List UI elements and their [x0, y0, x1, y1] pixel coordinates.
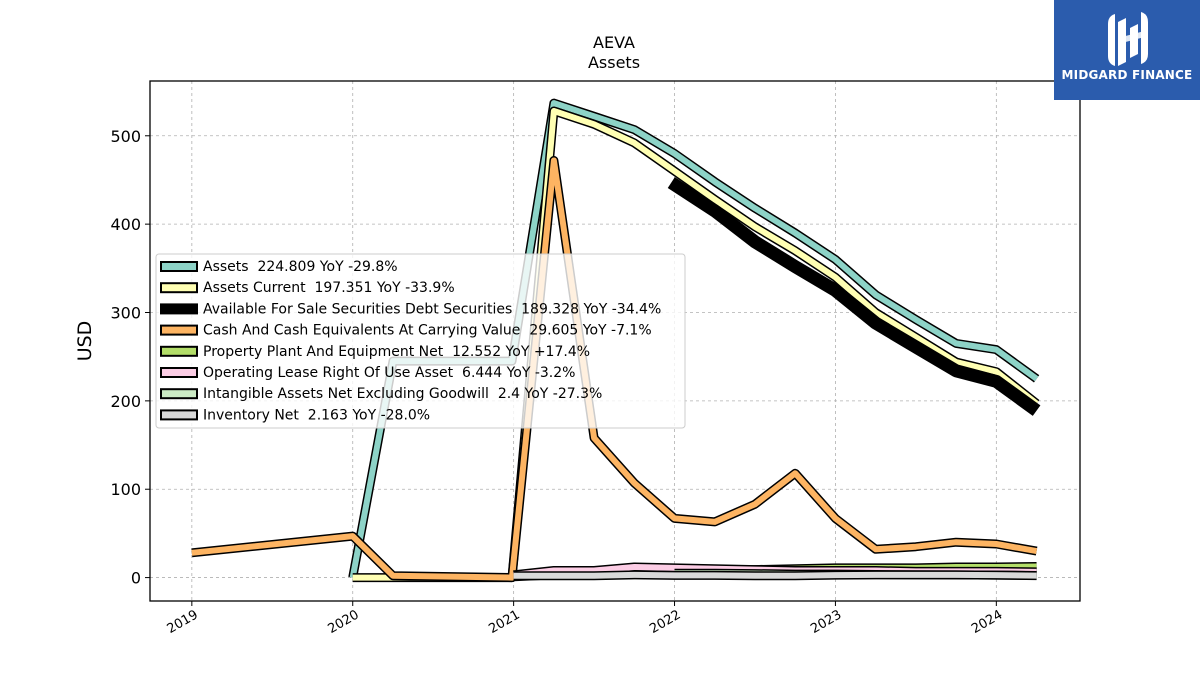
logo-mark-icon — [1108, 12, 1148, 66]
legend: Assets 224.809 YoY -29.8% Assets Current … — [155, 253, 686, 429]
legend-swatch — [160, 261, 198, 272]
x-tick-label: 2022 — [647, 607, 683, 637]
series-line — [349, 100, 1039, 579]
chart-title: AEVA — [593, 33, 635, 52]
y-axis-label: USD — [74, 321, 96, 362]
y-tick-label: 0 — [131, 569, 141, 588]
legend-entry: Assets 224.809 YoY -29.8% — [203, 259, 398, 275]
series-3 — [667, 177, 1041, 416]
legend-entry: Property Plant And Equipment Net 12.552 … — [203, 344, 590, 360]
y-tick-label: 400 — [110, 215, 141, 234]
series-1 — [348, 98, 1040, 579]
y-tick-label: 500 — [110, 127, 141, 146]
legend-swatch — [160, 303, 198, 315]
y-tick-label: 100 — [110, 480, 141, 499]
legend-entry: Inventory Net 2.163 YoY -28.0% — [203, 407, 430, 423]
plot-frame — [149, 80, 1081, 602]
legend-entry: Operating Lease Right Of Use Asset 6.444… — [203, 365, 575, 381]
chart-subtitle: Assets — [588, 53, 640, 72]
series-line — [191, 157, 1038, 581]
legend-entry: Assets Current 197.351 YoY -33.9% — [203, 280, 455, 296]
series-line — [513, 571, 1037, 579]
brand-logo: MIDGARD FINANCE — [1054, 0, 1200, 100]
x-tick-label: 2019 — [165, 607, 201, 637]
logo-text: MIDGARD FINANCE — [1061, 68, 1193, 82]
legend-swatch — [160, 282, 198, 294]
y-tick-label: 200 — [110, 392, 141, 411]
legend-swatch — [160, 345, 198, 357]
legend-swatch — [160, 367, 198, 378]
x-tick-label: 2020 — [326, 607, 362, 637]
legend-entry: Cash And Cash Equivalents At Carrying Va… — [203, 323, 652, 339]
legend-box — [155, 253, 686, 429]
x-tick-label: 2023 — [808, 607, 844, 637]
x-tick-label: 2024 — [969, 607, 1005, 637]
legend-entry: Available For Sale Securities Debt Secur… — [203, 301, 661, 317]
series-8 — [513, 570, 1037, 581]
legend-swatch — [160, 409, 198, 421]
x-tick-label: 2021 — [486, 607, 522, 637]
series-outline — [667, 177, 1041, 416]
legend-swatch — [160, 324, 198, 336]
series-layer — [191, 98, 1041, 583]
legend-entry: Intangible Assets Net Excluding Goodwill… — [203, 386, 602, 402]
legend-swatch — [160, 388, 198, 400]
y-tick-label: 300 — [110, 304, 141, 323]
series-4 — [191, 156, 1038, 583]
